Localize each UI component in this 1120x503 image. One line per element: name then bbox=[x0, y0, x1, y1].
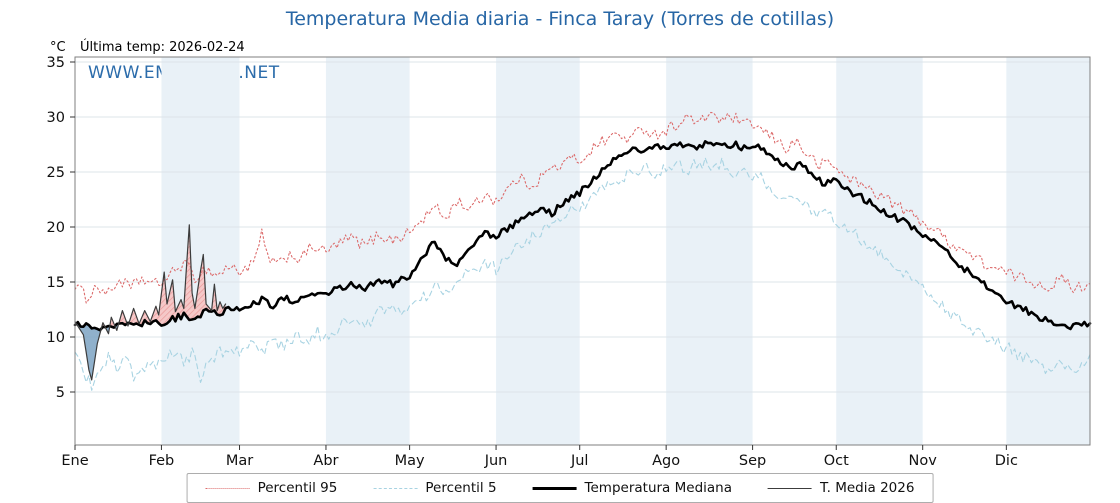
legend-line-sample bbox=[373, 487, 418, 489]
legend-item: Temperatura Mediana bbox=[532, 480, 732, 496]
x-tick-label: Oct bbox=[824, 453, 849, 469]
x-tick-label: Jun bbox=[484, 453, 508, 469]
legend-item: Percentil 5 bbox=[373, 480, 497, 496]
legend-label: Temperatura Mediana bbox=[584, 480, 732, 496]
legend-label: Percentil 95 bbox=[257, 480, 338, 496]
y-tick-label: 30 bbox=[47, 110, 65, 126]
legend-line-sample bbox=[205, 487, 250, 489]
x-tick-label: Dic bbox=[995, 453, 1018, 469]
legend-line-sample bbox=[532, 486, 577, 490]
legend-label: T. Media 2026 bbox=[820, 480, 915, 496]
x-tick-label: May bbox=[395, 453, 425, 469]
y-tick-label: 10 bbox=[47, 330, 65, 346]
page-title: Temperatura Media diaria - Finca Taray (… bbox=[285, 8, 835, 30]
x-tick-label: Jul bbox=[570, 453, 589, 469]
last-temp-label: Última temp: 2026-02-24 bbox=[80, 40, 245, 55]
legend-item: Percentil 95 bbox=[205, 480, 338, 496]
y-tick-label: 25 bbox=[47, 165, 65, 181]
y-tick-label: 35 bbox=[47, 55, 65, 71]
legend-label: Percentil 5 bbox=[425, 480, 497, 496]
legend-item: T. Media 2026 bbox=[768, 480, 914, 496]
y-axis-unit-label: °C bbox=[50, 40, 66, 55]
x-tick-label: Ene bbox=[61, 453, 88, 469]
y-tick-label: 15 bbox=[47, 275, 65, 291]
x-tick-label: Sep bbox=[739, 453, 766, 469]
legend-line-sample bbox=[768, 487, 812, 489]
x-tick-label: Nov bbox=[909, 453, 938, 469]
x-tick-label: Abr bbox=[313, 453, 338, 469]
y-tick-label: 20 bbox=[47, 220, 65, 236]
x-tick-label: Ago bbox=[652, 453, 680, 469]
x-tick-label: Mar bbox=[226, 453, 253, 469]
legend: Percentil 95 Percentil 5 Temperatura Media… bbox=[186, 473, 934, 503]
x-tick-label: Feb bbox=[149, 453, 175, 469]
y-tick-label: 5 bbox=[56, 385, 65, 401]
